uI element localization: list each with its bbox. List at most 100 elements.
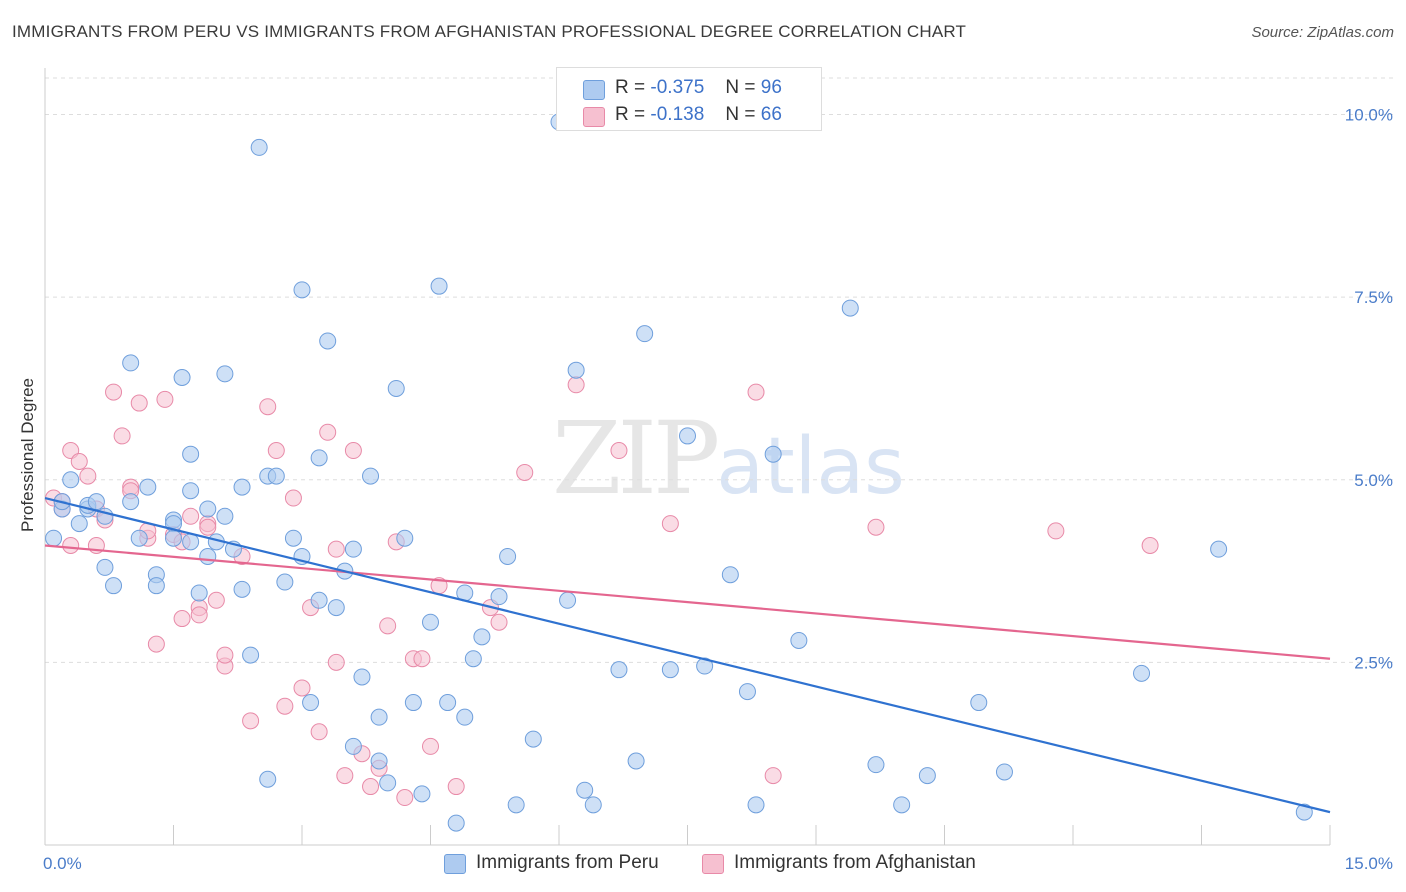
peru-point (379, 774, 397, 792)
peru-point (584, 796, 602, 814)
afghanistan-point (284, 489, 302, 507)
peru-point (62, 471, 80, 489)
series-legend-peru-label: Immigrants from Peru (476, 852, 659, 873)
peru-point (319, 332, 337, 350)
peru-point (764, 445, 782, 463)
series-legend: Immigrants from Peru Immigrants from Afg… (0, 852, 1406, 878)
peru-point (567, 361, 585, 379)
afghanistan-point (336, 767, 354, 785)
afghanistan-point (62, 537, 80, 555)
afghanistan-point (293, 679, 311, 697)
legend-text-afghanistan: R = -0.138 N = 66 (615, 104, 782, 126)
peru-point (190, 584, 208, 602)
peru-point (747, 796, 765, 814)
afghanistan-point (447, 778, 465, 796)
axis-layer (44, 68, 1331, 846)
afghanistan-swatch (702, 854, 724, 874)
afghanistan-point (567, 376, 585, 394)
n-value-peru: 96 (760, 77, 782, 98)
afghanistan-point (173, 610, 191, 628)
peru-point (1210, 540, 1228, 558)
series-legend-afghanistan-label: Immigrants from Afghanistan (734, 852, 976, 873)
y-tick-label: 7.5% (1354, 288, 1393, 307)
peru-point (250, 138, 268, 156)
peru-point (216, 507, 234, 525)
afghanistan-point (130, 394, 148, 412)
correlation-legend: R = -0.375 N = 96 R = -0.138 N = 66 (556, 67, 822, 131)
afghanistan-point (764, 767, 782, 785)
peru-point (636, 325, 654, 343)
afghanistan-point (147, 635, 165, 653)
afghanistan-trend-line (44, 544, 1331, 660)
peru-point (473, 628, 491, 646)
y-tick-label: 5.0% (1354, 471, 1393, 490)
peru-point (738, 683, 756, 701)
peru-point (344, 540, 362, 558)
peru-point (242, 646, 260, 664)
legend-text-peru: R = -0.375 N = 96 (615, 77, 782, 99)
peru-point (790, 631, 808, 649)
afghanistan-point (199, 518, 217, 536)
afghanistan-point (182, 507, 200, 525)
peru-point (199, 500, 217, 518)
afghanistan-point (319, 423, 337, 441)
afghanistan-point (259, 398, 277, 416)
peru-point (310, 449, 328, 467)
peru-point (165, 529, 182, 547)
afghanistan-point (242, 712, 260, 730)
r-value-afghanistan: -0.138 (650, 104, 705, 125)
afghanistan-point (216, 646, 234, 664)
peru-point (233, 580, 251, 598)
peru-point (122, 354, 140, 372)
afghanistan-point (379, 617, 397, 635)
afghanistan-point (327, 540, 345, 558)
peru-point (182, 482, 200, 500)
peru-point (122, 493, 140, 511)
n-value-afghanistan: 66 (760, 104, 782, 125)
afghanistan-points (45, 376, 1159, 807)
n-label: N = (725, 77, 756, 98)
r-value-peru: -0.375 (650, 77, 705, 98)
afghanistan-point (396, 789, 414, 807)
afghanistan-point (610, 442, 628, 460)
peru-point (96, 558, 114, 576)
peru-point (524, 730, 542, 748)
afghanistan-point (362, 778, 380, 796)
peru-point (130, 529, 148, 547)
peru-point (182, 445, 200, 463)
watermark: ZIPatlas (552, 400, 905, 517)
peru-point (661, 661, 679, 679)
peru-point (199, 547, 217, 565)
peru-point (893, 796, 911, 814)
peru-point (430, 277, 448, 295)
peru-point (259, 770, 277, 788)
peru-point (293, 281, 311, 299)
peru-point (233, 478, 251, 496)
afghanistan-point (79, 467, 97, 485)
r-label: R = (615, 77, 646, 98)
afghanistan-point (276, 697, 294, 715)
y-tick-label: 10.0% (1345, 106, 1393, 125)
peru-point (1133, 664, 1151, 682)
peru-point (344, 737, 362, 755)
chart-title: IMMIGRANTS FROM PERU VS IMMIGRANTS FROM … (12, 22, 967, 41)
peru-point (310, 591, 328, 609)
afghanistan-point (70, 453, 88, 470)
peru-point (182, 533, 200, 551)
n-label: N = (725, 104, 756, 125)
afghanistan-point (661, 515, 679, 533)
peru-point (362, 467, 380, 485)
peru-point (576, 781, 594, 799)
peru-point (370, 708, 388, 726)
peru-points (45, 113, 1313, 832)
peru-point (413, 785, 431, 803)
peru-point (105, 577, 123, 595)
peru-trend-line (44, 496, 1331, 814)
peru-point (387, 379, 405, 397)
peru-point (404, 694, 422, 712)
source-credit: Source: ZipAtlas.com (1251, 24, 1394, 41)
afghanistan-point (747, 383, 765, 401)
peru-point (970, 694, 988, 712)
afghanistan-point (422, 737, 439, 755)
peru-point (173, 368, 191, 386)
